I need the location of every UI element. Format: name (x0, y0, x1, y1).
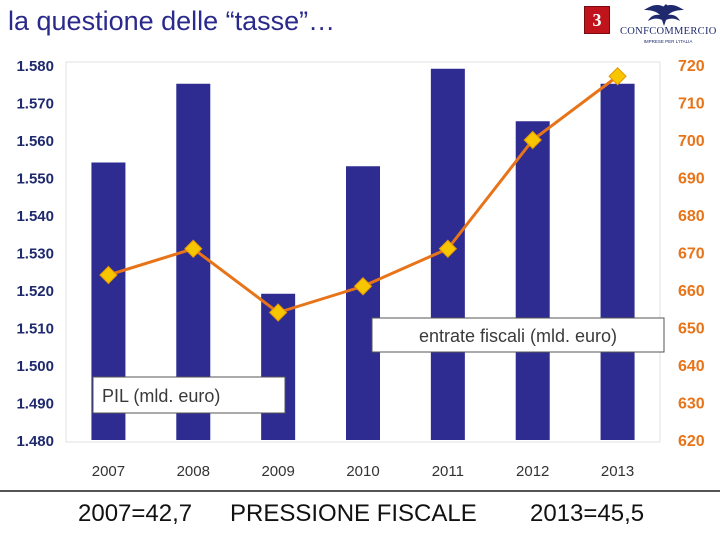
logo-tagline: IMPRESE PER L'ITALIA (643, 39, 693, 44)
entrate-marker-2011 (438, 239, 458, 258)
entrate-marker-2009 (268, 303, 288, 322)
right-axis-tick-label: 630 (678, 396, 705, 413)
right-axis-tick-label: 690 (678, 171, 705, 188)
left-axis-tick-label: 1.510 (16, 321, 54, 338)
left-axis-tick-label: 1.570 (16, 96, 54, 113)
x-axis-tick-label: 2012 (516, 463, 549, 480)
legend-box-entrate (371, 317, 665, 353)
entrate-marker-2008 (184, 239, 203, 258)
right-axis-tick-label: 720 (678, 58, 705, 75)
combo-chart: 1.480 1.490 1.500 1.510 1.520 1.530 1.540 1.550… (16, 58, 705, 480)
x-axis-tick-label: 2008 (177, 463, 210, 480)
logo-name: CONFCOMMERCIO (620, 26, 717, 37)
bar-2010 (346, 166, 380, 440)
footer-right-value: 2013=45,5 (530, 500, 645, 527)
left-axis-tick-label: 1.560 (16, 133, 54, 150)
right-axis-tick-label: 680 (678, 208, 705, 225)
left-axis-tick-label: 1.490 (16, 396, 54, 413)
left-axis-tick-label: 1.540 (16, 208, 54, 225)
right-axis-tick-label: 660 (678, 283, 705, 300)
left-axis-tick-label: 1.530 (16, 246, 54, 263)
x-axis-tick-label: 2013 (601, 463, 634, 480)
bar-2013 (600, 83, 635, 440)
confcommercio-logo (644, 4, 684, 27)
right-axis-tick-label: 640 (678, 358, 705, 375)
entrate-marker-2012 (523, 130, 542, 150)
footer-title: PRESSIONE FISCALE (230, 500, 477, 527)
entrate-marker-2013 (608, 67, 627, 86)
footer-left-value: 2007=42,7 (78, 500, 193, 527)
eagle-icon (644, 4, 684, 27)
right-axis-tick-label: 710 (678, 96, 705, 113)
left-axis-tick-label: 1.580 (16, 58, 54, 75)
bar-2012 (515, 121, 550, 440)
entrate-marker-2010 (353, 277, 373, 296)
entrate-marker-2007 (99, 265, 118, 285)
right-axis-tick-label: 700 (678, 133, 705, 150)
x-axis-tick-label: 2007 (92, 463, 125, 480)
slide-title: la questione delle “tasse”… (8, 6, 336, 36)
left-axis-tick-label: 1.550 (16, 171, 54, 188)
legend-entrate-fiscali: entrate fiscali (mld. euro) (419, 326, 617, 346)
x-axis-tick-label: 2010 (346, 463, 379, 480)
right-axis-tick-label: 670 (678, 246, 705, 263)
left-axis-tick-label: 1.480 (16, 433, 54, 450)
footer-divider (0, 490, 720, 492)
x-axis-tick-label: 2009 (261, 463, 294, 480)
legend-box-pil (92, 376, 286, 414)
right-axis-tick-label: 620 (678, 433, 705, 450)
left-axis-tick-label: 1.520 (16, 283, 54, 300)
x-axis-tick-label: 2011 (432, 463, 464, 480)
slide-number-badge: 3 (584, 6, 610, 34)
legend-pil: PIL (mld. euro) (102, 386, 220, 406)
left-axis-tick-label: 1.500 (16, 358, 54, 375)
right-axis-tick-label: 650 (678, 321, 705, 338)
